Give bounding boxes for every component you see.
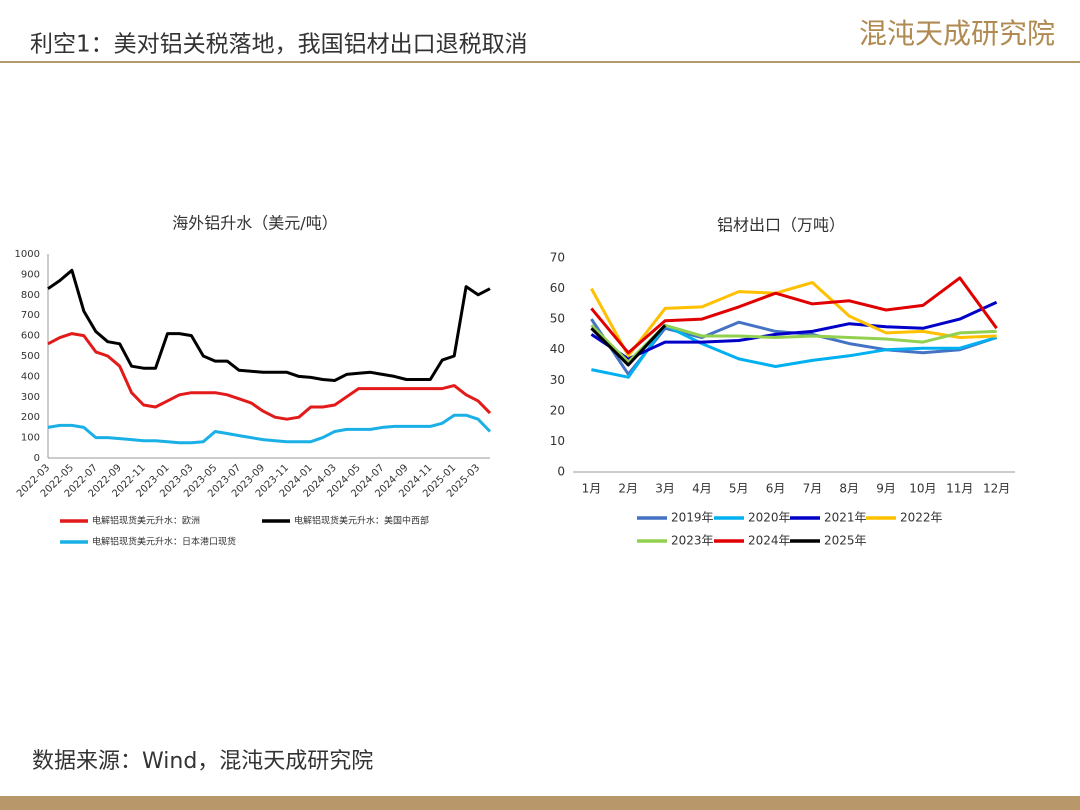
x-tick-label: 11月	[946, 482, 973, 496]
legend-label: 2021年	[824, 511, 867, 525]
chart-title: 铝材出口（万吨）	[717, 216, 845, 235]
chart-title: 海外铝升水（美元/吨）	[172, 214, 337, 233]
y-tick-label: 10	[550, 434, 565, 448]
x-tick-label: 5月	[729, 482, 749, 496]
x-tick-label: 10月	[909, 482, 936, 496]
legend-label: 2019年	[671, 511, 714, 525]
x-tick-label: 9月	[876, 482, 896, 496]
series-line	[590, 276, 998, 355]
logo: 混沌天成研究院	[859, 17, 1055, 50]
y-tick-label: 800	[21, 290, 40, 301]
legend-label: 2022年	[900, 511, 943, 525]
series-line	[590, 300, 998, 361]
x-tick-label: 8月	[839, 482, 859, 496]
legend-label: 2024年	[748, 534, 791, 548]
y-tick-label: 30	[550, 373, 565, 387]
x-tick-label: 2月	[618, 482, 638, 496]
legend-label: 电解铝现货美元升水：日本港口现货	[92, 536, 236, 548]
series-line	[47, 332, 492, 421]
y-tick-label: 900	[21, 269, 40, 280]
x-tick-label: 4月	[692, 482, 712, 496]
x-tick-label: 7月	[803, 482, 823, 496]
y-tick-label: 300	[21, 392, 40, 403]
y-tick-label: 1000	[15, 249, 40, 260]
legend-label: 电解铝现货美元升水：美国中西部	[294, 515, 429, 527]
series-line	[590, 324, 667, 367]
y-tick-label: 700	[21, 310, 40, 321]
y-tick-label: 400	[21, 371, 40, 382]
y-tick-label: 500	[21, 351, 40, 362]
y-tick-label: 20	[550, 403, 565, 417]
x-tick-label: 12月	[983, 482, 1010, 496]
legend-label: 2020年	[748, 511, 791, 525]
legend-label: 2025年	[824, 534, 867, 548]
legend-label: 电解铝现货美元升水：欧洲	[92, 515, 200, 527]
y-tick-label: 60	[550, 281, 565, 295]
series-line	[47, 413, 492, 445]
series-line	[590, 281, 997, 358]
legend-label: 2023年	[671, 534, 714, 548]
y-tick-label: 70	[550, 251, 565, 265]
slide-title: 利空1：美对铝关税落地，我国铝材出口退税取消	[30, 32, 528, 58]
y-tick-label: 100	[21, 433, 40, 444]
y-tick-label: 40	[550, 342, 565, 356]
y-tick-label: 50	[550, 312, 565, 326]
footer-bar	[0, 796, 1080, 810]
y-tick-label: 0	[557, 465, 565, 479]
y-tick-label: 0	[34, 453, 40, 464]
x-tick-label: 1月	[582, 482, 602, 496]
y-tick-label: 600	[21, 331, 40, 342]
x-tick-label: 6月	[766, 482, 786, 496]
y-tick-label: 200	[21, 412, 40, 423]
series-line	[47, 268, 491, 382]
source: 数据来源：Wind，混沌天成研究院	[32, 749, 373, 774]
x-tick-label: 3月	[655, 482, 675, 496]
